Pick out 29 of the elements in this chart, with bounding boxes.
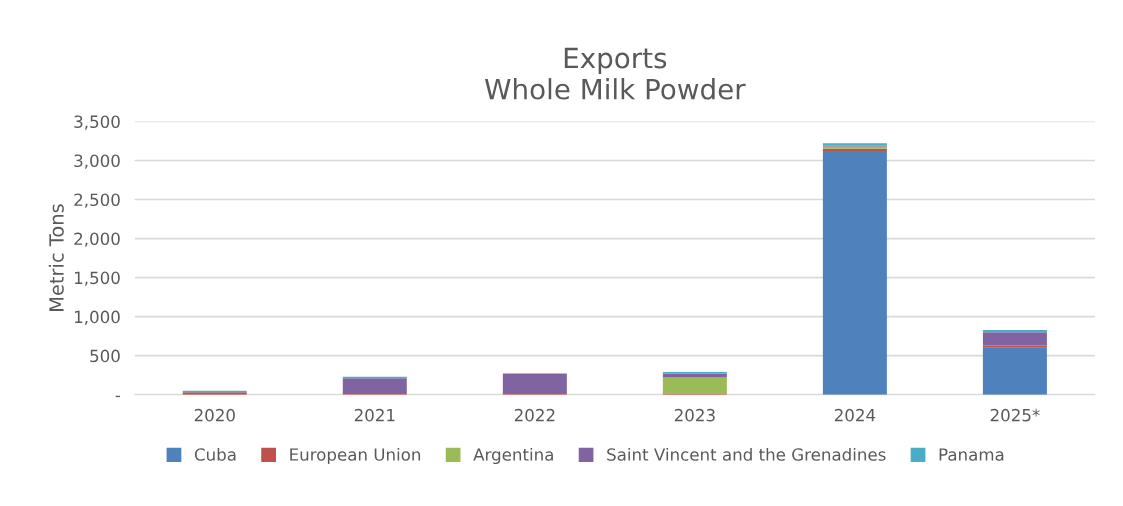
y-tick-label: 2,000 xyxy=(74,232,120,247)
x-tick-label: 2025* xyxy=(990,408,1040,422)
x-tick-label: 2023 xyxy=(674,408,715,422)
bar xyxy=(502,373,567,394)
legend-label: European Union xyxy=(290,447,421,465)
bar xyxy=(982,332,1047,346)
legend-label: Cuba xyxy=(194,447,236,461)
bar xyxy=(982,347,1047,395)
y-tick-label: 2,500 xyxy=(74,193,120,208)
y-tick-label: 1,500 xyxy=(74,271,120,286)
y-tick-label: 500 xyxy=(90,349,120,363)
chart-title: Exports Whole Milk Powder xyxy=(484,47,746,100)
legend-label: Saint Vincent and the Grenadines xyxy=(607,447,886,461)
x-tick-label: 2020 xyxy=(194,408,235,422)
y-tick-label: 1,000 xyxy=(74,310,120,325)
x-tick-label: 2024 xyxy=(834,408,876,422)
bar xyxy=(982,345,1047,348)
legend-label: Argentina xyxy=(473,447,553,465)
x-tick-label: 2022 xyxy=(514,408,555,422)
x-tick-label: 2021 xyxy=(354,408,395,422)
bar xyxy=(342,378,407,394)
y-tick-label: 3,500 xyxy=(74,115,120,130)
y-tick-label: - xyxy=(115,395,121,398)
bar xyxy=(662,373,727,378)
y-axis-title: Metric Tons xyxy=(48,204,64,311)
y-tick-label: 3,000 xyxy=(74,154,120,169)
bar xyxy=(822,151,887,395)
legend-label: Panama xyxy=(939,448,1004,461)
bar xyxy=(662,377,727,394)
